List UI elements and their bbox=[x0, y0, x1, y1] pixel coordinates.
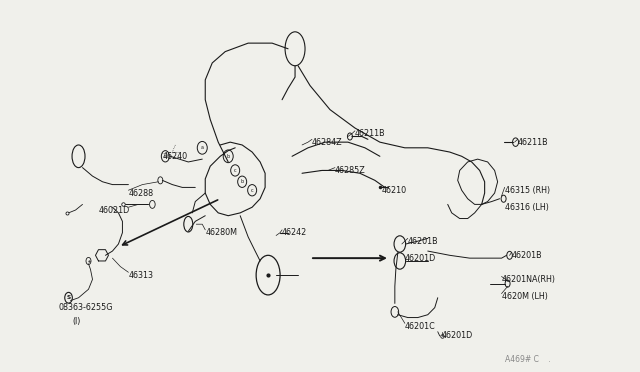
Text: b: b bbox=[241, 179, 244, 184]
Text: 46201NA(RH): 46201NA(RH) bbox=[502, 275, 556, 284]
Text: 46201B: 46201B bbox=[408, 237, 438, 246]
Text: 46201C: 46201C bbox=[405, 321, 436, 331]
Text: 46201D: 46201D bbox=[405, 254, 436, 263]
Text: S: S bbox=[67, 295, 70, 300]
Text: a: a bbox=[201, 145, 204, 150]
Text: 46284Z: 46284Z bbox=[312, 138, 342, 147]
Ellipse shape bbox=[184, 217, 193, 232]
Ellipse shape bbox=[256, 255, 280, 295]
Text: 46211B: 46211B bbox=[518, 138, 548, 147]
Text: 46211B: 46211B bbox=[355, 129, 385, 138]
Text: b: b bbox=[227, 154, 230, 159]
Text: 08363-6255G: 08363-6255G bbox=[59, 303, 113, 312]
Text: 46021D: 46021D bbox=[99, 206, 130, 215]
Text: 46316 (LH): 46316 (LH) bbox=[504, 203, 548, 212]
Text: a: a bbox=[164, 154, 167, 159]
Text: 46280M: 46280M bbox=[205, 228, 237, 237]
Text: 46201B: 46201B bbox=[511, 251, 542, 260]
Text: 4620M (LH): 4620M (LH) bbox=[502, 292, 547, 301]
Text: c: c bbox=[251, 188, 253, 193]
Text: (I): (I) bbox=[72, 317, 81, 326]
Text: 46210: 46210 bbox=[382, 186, 407, 195]
Text: 46313: 46313 bbox=[129, 270, 154, 280]
Text: 46201D: 46201D bbox=[442, 331, 473, 340]
Text: 46315 (RH): 46315 (RH) bbox=[504, 186, 550, 195]
Text: 46240: 46240 bbox=[163, 152, 188, 161]
Text: A469# C    .: A469# C . bbox=[504, 355, 550, 364]
Text: c: c bbox=[234, 168, 237, 173]
Text: 46242: 46242 bbox=[282, 228, 307, 237]
Text: 46285Z: 46285Z bbox=[335, 166, 365, 175]
Text: 46288: 46288 bbox=[129, 189, 154, 198]
